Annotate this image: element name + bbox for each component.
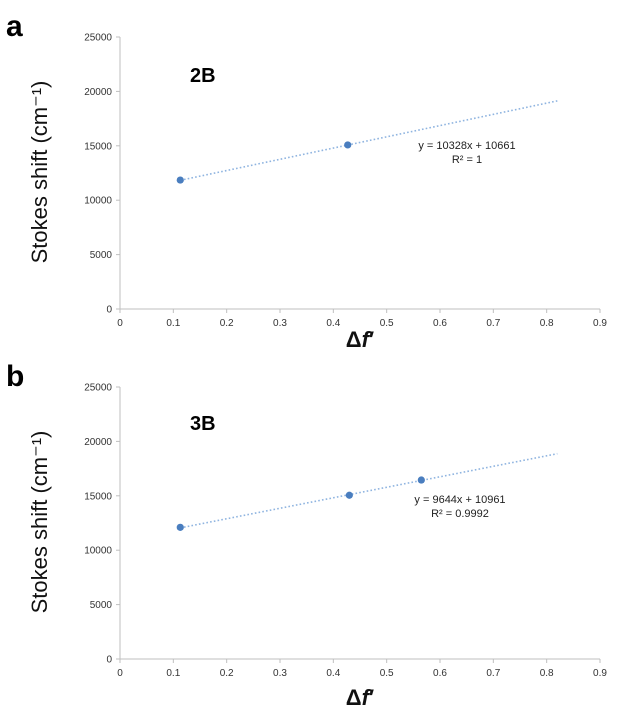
x-tick-label: 0.3 <box>273 668 287 679</box>
plot-label: 2B <box>190 65 216 87</box>
y-tick-label: 15000 <box>84 491 112 502</box>
trendline <box>180 452 558 529</box>
y-tick-label: 20000 <box>84 437 112 448</box>
x-tick-label: 0.2 <box>220 318 234 329</box>
y-tick-label: 15000 <box>84 141 112 152</box>
x-tick-label: 0 <box>117 668 123 679</box>
trend-equation: y = 10328x + 10661 <box>418 140 515 152</box>
y-tick-label: 5000 <box>90 600 113 611</box>
y-axis-label: Stokes shift (cm⁻¹) <box>27 81 52 264</box>
x-tick-label: 0.5 <box>380 318 394 329</box>
x-label-prefix: Δ <box>346 685 362 710</box>
x-tick-label: 0.6 <box>433 668 447 679</box>
data-point <box>344 141 352 149</box>
panel-letter: a <box>6 10 23 43</box>
data-point <box>417 476 425 484</box>
x-tick-label: 0.8 <box>540 318 554 329</box>
x-axis-label: Δf′ <box>346 685 374 710</box>
x-label-prefix: Δ <box>346 327 362 352</box>
x-tick-label: 0.1 <box>166 668 180 679</box>
x-tick-label: 0.4 <box>326 318 340 329</box>
x-tick-label: 0.9 <box>593 668 607 679</box>
data-point <box>345 491 353 499</box>
x-tick-label: 0.3 <box>273 318 287 329</box>
x-tick-label: 0.8 <box>540 668 554 679</box>
x-label-suffix: ′ <box>369 327 374 352</box>
trend-r-squared: R² = 0.9992 <box>431 508 489 520</box>
trend-equation: y = 9644x + 10961 <box>414 494 505 506</box>
y-tick-label: 25000 <box>84 33 112 44</box>
x-tick-label: 0.5 <box>380 668 394 679</box>
x-label-var: f <box>362 685 372 710</box>
trend-r-squared: R² = 1 <box>452 154 482 166</box>
y-tick-label: 5000 <box>90 250 113 261</box>
y-axis-label: Stokes shift (cm⁻¹) <box>27 431 52 614</box>
x-tick-label: 0.1 <box>166 318 180 329</box>
y-tick-label: 0 <box>106 305 112 316</box>
x-axis-label: Δf′ <box>346 327 374 352</box>
plot-label: 3B <box>190 413 216 435</box>
x-tick-label: 0.6 <box>433 318 447 329</box>
data-point <box>176 523 184 531</box>
panel-b: b Stokes shift (cm⁻¹) Δf′ 3B y = 9644x +… <box>6 360 607 710</box>
y-tick-label: 25000 <box>84 383 112 394</box>
panel-a: a Stokes shift (cm⁻¹) Δf′ 2B y = 10328x … <box>6 10 607 352</box>
y-tick-label: 10000 <box>84 546 112 557</box>
x-label-var: f <box>362 327 372 352</box>
x-tick-label: 0.4 <box>326 668 340 679</box>
plot-area: 0 5000 10000 15000 20000 25000 0 0.1 0.2 0.3 0.4 0.… <box>84 33 607 330</box>
x-tick-label: 0 <box>117 318 123 329</box>
x-tick-label: 0.7 <box>486 668 500 679</box>
panel-letter: b <box>6 360 24 393</box>
x-label-suffix: ′ <box>369 685 374 710</box>
plot-area: 0 5000 10000 15000 20000 25000 0 0.1 0.2 0.3 0.4 0.… <box>84 383 607 680</box>
x-tick-label: 0.2 <box>220 668 234 679</box>
y-tick-label: 0 <box>106 655 112 666</box>
x-tick-label: 0.9 <box>593 318 607 329</box>
y-tick-label: 10000 <box>84 196 112 207</box>
y-tick-label: 20000 <box>84 87 112 98</box>
x-tick-label: 0.7 <box>486 318 500 329</box>
data-point <box>176 176 184 184</box>
